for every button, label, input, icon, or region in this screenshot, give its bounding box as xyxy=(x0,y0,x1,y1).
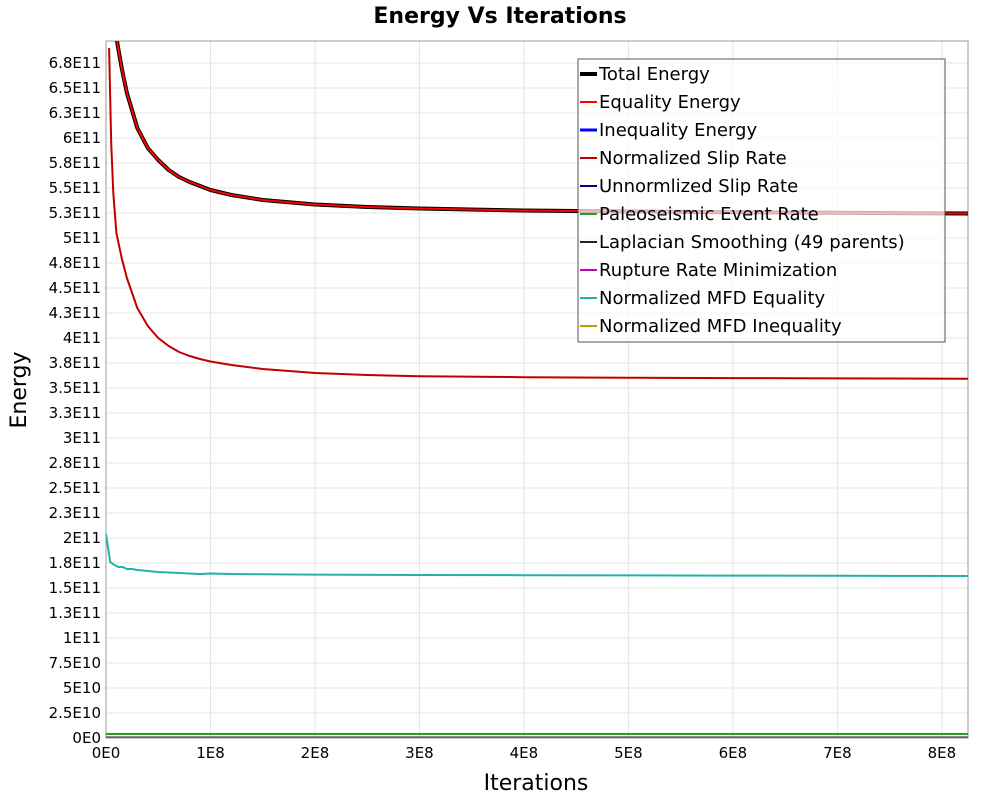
legend-box xyxy=(577,58,946,343)
legend-label: Total Energy xyxy=(598,64,710,85)
y-tick-label: 2.8E11 xyxy=(49,454,101,472)
legend: Total Energy Equality Energy Inequality En… xyxy=(577,58,946,343)
y-tick-label: 0E0 xyxy=(72,729,101,747)
legend-label: Inequality Energy xyxy=(599,120,757,141)
y-tick-label: 3.8E11 xyxy=(49,354,101,372)
y-tick-label: 4E11 xyxy=(63,329,101,347)
y-tick-label: 6.8E11 xyxy=(49,54,101,72)
x-axis-label: Iterations xyxy=(484,771,589,796)
y-tick-label: 5.8E11 xyxy=(49,154,101,172)
y-tick-label: 1.8E11 xyxy=(49,554,101,572)
y-tick-label: 5E11 xyxy=(63,229,101,247)
chart-title: Energy Vs Iterations xyxy=(373,4,626,29)
legend-label: Normalized MFD Inequality xyxy=(599,316,842,337)
y-tick-label: 2.5E10 xyxy=(49,704,101,722)
legend-label: Unnormlized Slip Rate xyxy=(599,176,798,197)
series-line-3 xyxy=(108,47,968,380)
y-tick-label: 6.5E11 xyxy=(49,79,101,97)
y-tick-label: 4.8E11 xyxy=(49,254,101,272)
y-tick-label: 6E11 xyxy=(63,129,101,147)
y-tick-label: 5.5E11 xyxy=(49,179,101,197)
legend-label: Normalized Slip Rate xyxy=(599,148,787,169)
x-tick-label: 3E8 xyxy=(405,744,434,762)
y-tick-label: 5.3E11 xyxy=(49,204,101,222)
y-tick-label: 5E10 xyxy=(63,679,101,697)
legend-label: Laplacian Smoothing (49 parents) xyxy=(599,232,905,253)
legend-label: Paleoseismic Event Rate xyxy=(599,204,819,225)
x-tick-label: 1E8 xyxy=(196,744,225,762)
y-tick-label: 3.5E11 xyxy=(49,379,101,397)
y-axis-label: Energy xyxy=(7,351,32,428)
x-tick-label: 0E0 xyxy=(92,744,121,762)
x-tick-label: 6E8 xyxy=(719,744,748,762)
x-tick-label: 7E8 xyxy=(823,744,852,762)
x-tick-label: 8E8 xyxy=(928,744,957,762)
x-tick-label: 5E8 xyxy=(614,744,643,762)
y-tick-label: 3E11 xyxy=(63,429,101,447)
y-tick-label: 3.3E11 xyxy=(49,404,101,422)
y-tick-label: 4.5E11 xyxy=(49,279,101,297)
x-axis-ticks: 0E0 1E8 2E8 3E8 4E8 5E8 6E8 7E8 8E8 xyxy=(92,744,956,762)
y-tick-label: 2.3E11 xyxy=(49,504,101,522)
series-line-8 xyxy=(106,533,968,577)
y-tick-label: 7.5E10 xyxy=(49,654,101,672)
y-tick-label: 2.5E11 xyxy=(49,479,101,497)
y-tick-label: 1.5E11 xyxy=(49,579,101,597)
y-tick-label: 2E11 xyxy=(63,529,101,547)
y-axis-ticks: 0E0 2.5E10 5E10 7.5E10 1E11 1.3E11 1.5E11 1.8E1… xyxy=(49,54,101,747)
y-tick-label: 6.3E11 xyxy=(49,104,101,122)
y-tick-label: 4.3E11 xyxy=(49,304,101,322)
legend-label: Rupture Rate Minimization xyxy=(599,260,837,281)
legend-label: Equality Energy xyxy=(599,92,741,113)
legend-label: Normalized MFD Equality xyxy=(599,288,826,309)
x-tick-label: 4E8 xyxy=(510,744,539,762)
y-tick-label: 1.3E11 xyxy=(49,604,101,622)
x-tick-label: 2E8 xyxy=(301,744,330,762)
y-tick-label: 1E11 xyxy=(63,629,101,647)
